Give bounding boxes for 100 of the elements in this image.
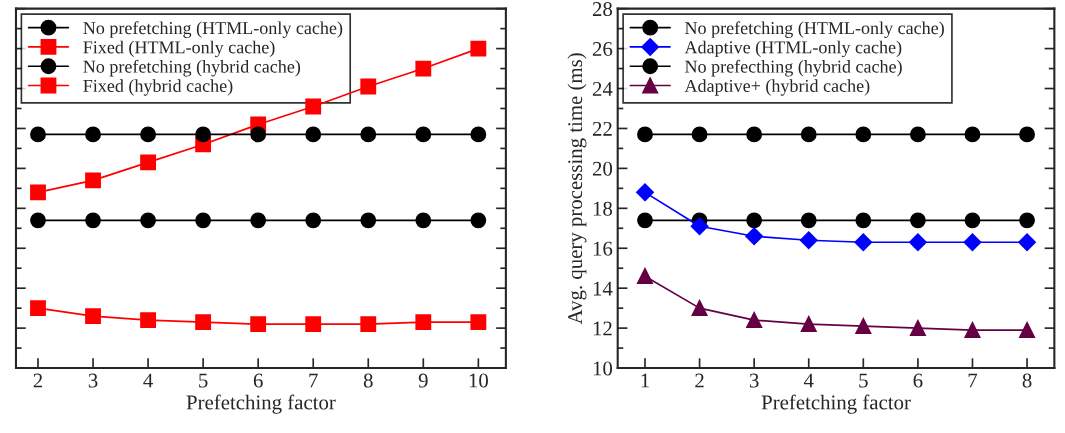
point xyxy=(855,212,872,229)
y-tick-label: 20 xyxy=(592,161,613,176)
point xyxy=(305,316,322,333)
point xyxy=(470,314,487,331)
point xyxy=(800,316,817,333)
point xyxy=(470,212,487,229)
point xyxy=(30,300,46,317)
x-tick-label: 5 xyxy=(199,373,208,388)
y-tick-label: 22 xyxy=(592,121,612,136)
legend-label: Adaptive+ (hybrid cache) xyxy=(684,79,870,96)
x-tick-label: 2 xyxy=(33,373,43,388)
y-tick-label: 16 xyxy=(593,241,613,256)
point xyxy=(964,212,981,229)
x-tick-label: 7 xyxy=(968,373,978,388)
point xyxy=(854,233,873,252)
point xyxy=(360,78,377,95)
point xyxy=(140,312,156,329)
point xyxy=(140,212,156,229)
y-tick-label: 14 xyxy=(593,281,613,296)
point xyxy=(637,212,653,229)
point xyxy=(909,212,926,229)
point xyxy=(85,308,101,325)
x-axis-title: Prefetching factor xyxy=(761,394,911,414)
point xyxy=(195,126,212,143)
point xyxy=(1019,212,1035,229)
x-tick-label: 9 xyxy=(418,373,428,388)
point xyxy=(746,212,763,229)
legend-label: No prefetching (HTML-only cache) xyxy=(685,21,944,38)
legend-label: Adaptive (HTML-only cache) xyxy=(684,40,902,58)
point xyxy=(470,126,487,143)
point xyxy=(746,312,763,329)
x-axis-title: Prefetching factor xyxy=(186,394,336,414)
x-tick-label: 3 xyxy=(749,373,759,388)
y-tick-label: 10 xyxy=(593,361,613,376)
point xyxy=(195,212,212,229)
point xyxy=(637,268,653,285)
point xyxy=(250,126,267,143)
x-tick-label: 8 xyxy=(1022,373,1032,388)
x-tick-label: 1 xyxy=(641,373,649,388)
point xyxy=(85,172,101,189)
y-tick-label: 26 xyxy=(592,42,613,57)
point xyxy=(360,212,377,229)
point xyxy=(415,212,432,229)
point xyxy=(636,183,654,202)
y-tick-label: 18 xyxy=(593,201,613,216)
x-tick-label: 4 xyxy=(143,373,153,388)
point xyxy=(470,40,487,57)
y-axis-title: Avg. query processing time (ms) xyxy=(567,53,587,325)
point xyxy=(964,126,981,143)
point xyxy=(250,212,267,229)
legend-label: No prefecthing (hybrid cache) xyxy=(685,59,902,77)
point xyxy=(690,217,709,236)
point xyxy=(85,212,101,229)
point xyxy=(800,212,817,229)
point xyxy=(799,231,818,250)
x-tick-label: 5 xyxy=(859,373,868,388)
x-tick-label: 6 xyxy=(253,373,263,388)
point xyxy=(415,60,432,77)
point xyxy=(691,126,708,143)
point xyxy=(140,126,156,143)
x-tick-label: 7 xyxy=(309,373,318,388)
point xyxy=(360,126,377,143)
y-tick-label: 12 xyxy=(593,321,612,336)
point xyxy=(195,314,212,331)
point xyxy=(855,126,872,143)
point xyxy=(746,126,763,143)
point xyxy=(1019,126,1035,143)
point xyxy=(85,126,101,143)
point xyxy=(909,233,927,252)
point xyxy=(305,98,322,115)
point xyxy=(855,318,872,335)
point xyxy=(30,184,46,201)
point xyxy=(415,126,432,143)
y-tick-label: 24 xyxy=(592,81,613,96)
point xyxy=(305,126,322,143)
legend-label: Fixed (HTML-only cache) xyxy=(83,40,275,58)
point xyxy=(691,300,708,317)
point xyxy=(909,320,926,337)
legend-label: No prefetching (HTML-only cache) xyxy=(83,21,343,38)
point xyxy=(1018,233,1036,252)
point xyxy=(637,126,653,143)
point xyxy=(360,316,377,333)
legend-label: No prefetching (hybrid cache) xyxy=(83,59,301,77)
x-tick-label: 2 xyxy=(695,373,704,388)
point xyxy=(745,227,763,246)
x-tick-label: 6 xyxy=(913,373,923,388)
point xyxy=(30,126,46,143)
point xyxy=(415,314,432,331)
legend-label: Fixed (hybrid cache) xyxy=(83,79,233,96)
point xyxy=(964,322,981,339)
x-tick-label: 4 xyxy=(803,373,814,388)
y-tick-label: 28 xyxy=(592,2,613,17)
x-tick-label: 3 xyxy=(88,373,98,388)
point xyxy=(30,212,46,229)
point xyxy=(800,126,817,143)
point xyxy=(305,212,322,229)
point xyxy=(963,233,982,252)
point xyxy=(909,126,926,143)
x-tick-label: 8 xyxy=(363,373,373,388)
point xyxy=(140,154,156,171)
